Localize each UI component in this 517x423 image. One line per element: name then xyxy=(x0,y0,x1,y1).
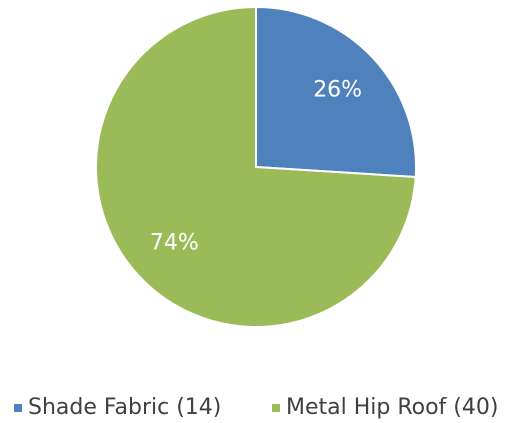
legend-label: Metal Hip Roof (40) xyxy=(286,395,498,420)
pie-slice xyxy=(95,5,417,328)
legend-swatch xyxy=(14,404,22,412)
pie-slice xyxy=(255,5,417,179)
legend-label: Shade Fabric (14) xyxy=(28,395,221,420)
legend-swatch xyxy=(272,404,280,412)
data-label: 74% xyxy=(150,231,199,256)
data-label: 26% xyxy=(313,77,362,102)
